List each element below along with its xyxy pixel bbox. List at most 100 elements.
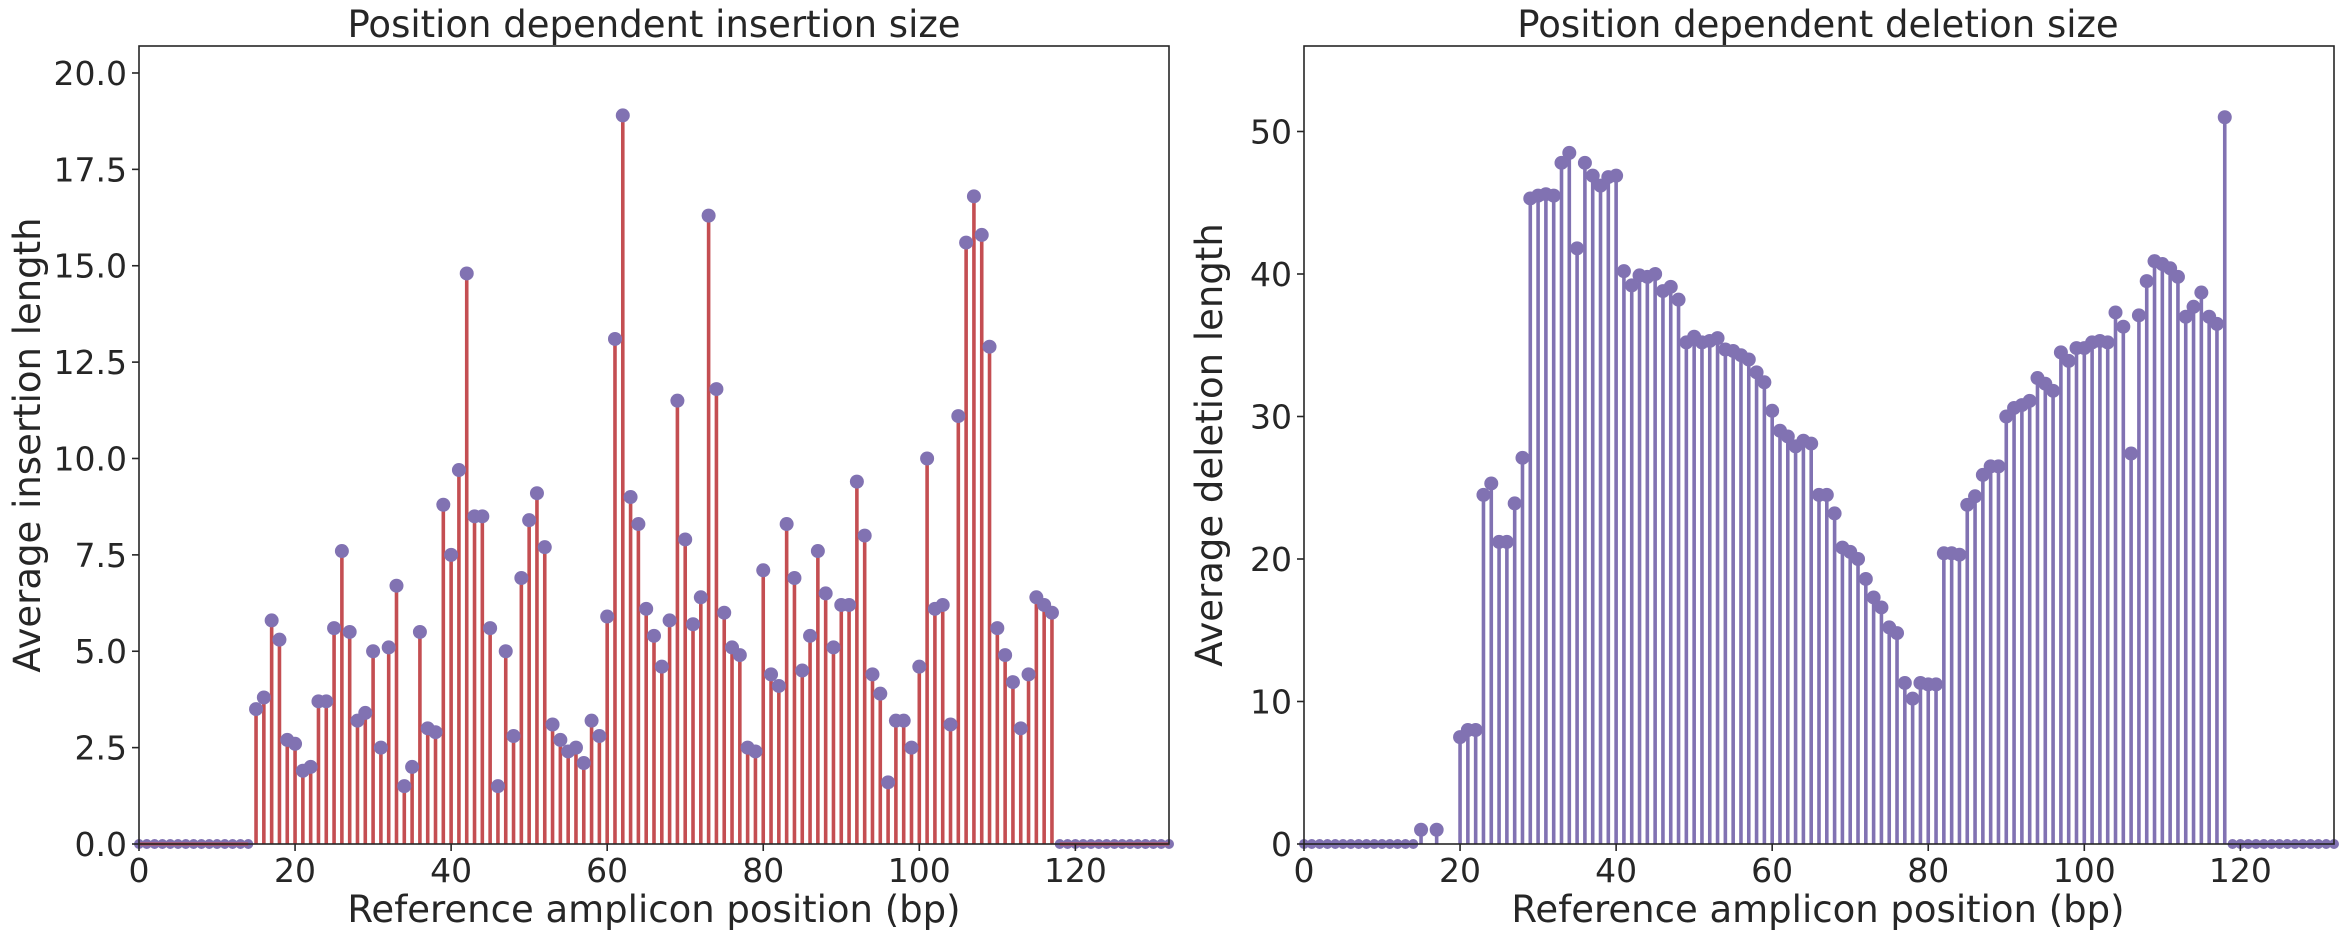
insertion-data-point xyxy=(537,540,552,555)
deletion-data-point xyxy=(2046,383,2061,398)
insertion-data-point xyxy=(966,189,981,204)
deletion-y-axis-label: Average deletion length xyxy=(1188,223,1231,667)
insertion-data-point xyxy=(1044,605,1059,620)
insertion-data-point xyxy=(732,648,747,663)
insertion-data-point xyxy=(381,640,396,655)
deletion-data-point xyxy=(2022,393,2037,408)
deletion-x-tick-label: 40 xyxy=(1595,851,1637,890)
insertion-y-tick-label: 10.0 xyxy=(54,439,127,478)
insertion-data-point xyxy=(303,759,318,774)
insertion-x-axis-label: Reference amplicon position (bp) xyxy=(347,888,960,931)
deletion-data-point xyxy=(2170,269,2185,284)
insertion-data-point xyxy=(358,705,373,720)
insertion-data-point xyxy=(1021,667,1036,682)
insertion-data-point xyxy=(943,717,958,732)
insertion-x-tick-label: 80 xyxy=(742,851,784,890)
deletion-data-point xyxy=(1616,264,1631,279)
insertion-data-point xyxy=(639,601,654,616)
deletion-plot-area: 0 20 40 60 80 100 120 0 10 20 30 40 50 xyxy=(1250,110,2339,890)
insertion-y-tick-label: 2.5 xyxy=(75,729,127,768)
deletion-data-point xyxy=(1554,155,1569,170)
deletion-chart-title: Position dependent deletion size xyxy=(1517,3,2118,46)
deletion-data-point xyxy=(1468,723,1483,737)
deletion-data-point xyxy=(1866,590,1881,605)
deletion-data-point xyxy=(1624,278,1639,293)
insertion-data-point xyxy=(826,640,841,655)
insertion-data-point xyxy=(904,740,919,755)
insertion-data-point xyxy=(615,108,630,123)
insertion-data-point xyxy=(842,597,857,612)
insertion-data-point xyxy=(771,678,786,693)
insertion-data-point xyxy=(529,486,544,501)
insertion-data-point xyxy=(483,621,498,636)
deletion-data-point xyxy=(1741,352,1756,367)
insertion-data-point xyxy=(249,702,264,717)
deletion-y-tick-label: 40 xyxy=(1250,255,1292,294)
deletion-data-point xyxy=(1890,626,1905,641)
insertion-data-point xyxy=(327,621,342,636)
deletion-data-point xyxy=(2131,308,2146,323)
insertion-data-point xyxy=(818,586,833,601)
deletion-data-point xyxy=(1765,403,1780,418)
insertion-y-tick-label: 5.0 xyxy=(75,632,127,671)
insertion-data-point xyxy=(584,713,599,728)
deletion-data-point xyxy=(2124,446,2139,461)
deletion-data-point xyxy=(1710,331,1725,346)
insertion-data-point xyxy=(686,617,701,632)
insertion-data-point xyxy=(779,517,794,532)
insertion-data-point xyxy=(951,409,966,424)
insertion-data-point xyxy=(553,732,568,747)
insertion-data-point xyxy=(623,490,638,505)
insertion-y-tick-label: 0.0 xyxy=(75,825,127,864)
deletion-data-point xyxy=(2209,316,2224,331)
insertion-data-point xyxy=(787,571,802,585)
insertion-data-point xyxy=(592,729,607,744)
insertion-data-point xyxy=(444,547,459,562)
deletion-data-point xyxy=(1585,168,1600,183)
deletion-data-point xyxy=(1874,600,1889,615)
insertion-data-point xyxy=(256,690,271,705)
insertion-data-point xyxy=(748,744,763,759)
insertion-data-point xyxy=(881,775,896,790)
insertion-data-point xyxy=(428,725,443,740)
insertion-x-tick-label: 60 xyxy=(586,851,628,890)
deletion-x-tick-label: 0 xyxy=(1294,851,1315,890)
insertion-plot-area: 0 20 40 60 80 100 120 0.0 2.5 5.0 7.5 10.0 12.5 15.0 1… xyxy=(54,54,1174,890)
deletion-data-point xyxy=(1991,459,2006,474)
deletion-data-point xyxy=(1562,145,1577,160)
deletion-data-point xyxy=(1929,677,1944,692)
insertion-data-point xyxy=(873,686,888,701)
insertion-data-point xyxy=(701,208,716,223)
insertion-data-point xyxy=(1005,675,1020,690)
insertion-data-point xyxy=(959,235,974,250)
insertion-data-point xyxy=(654,659,669,674)
insertion-data-point xyxy=(709,382,724,397)
deletion-data-point xyxy=(1476,487,1491,502)
insertion-data-point xyxy=(795,663,810,678)
deletion-data-point xyxy=(2139,274,2154,289)
deletion-x-tick-label: 60 xyxy=(1751,851,1793,890)
insertion-data-point xyxy=(514,571,529,585)
deletion-data-point xyxy=(1609,168,1624,183)
insertion-data-point xyxy=(670,393,685,408)
deletion-data-point xyxy=(2061,353,2076,368)
insertion-y-axis-label: Average insertion length xyxy=(6,217,49,672)
insertion-data-point xyxy=(576,756,591,771)
insertion-y-tick-label: 20.0 xyxy=(54,54,127,93)
insertion-x-tick-label: 20 xyxy=(274,851,316,890)
insertion-data-point xyxy=(647,628,661,643)
insertion-data-point xyxy=(397,779,412,794)
deletion-data-point xyxy=(2100,335,2115,350)
deletion-data-point xyxy=(1663,279,1678,294)
deletion-data-point xyxy=(1952,547,1967,562)
deletion-data-point xyxy=(1905,691,1920,706)
deletion-data-point xyxy=(1804,436,1819,451)
insertion-data-point xyxy=(264,613,279,628)
deletion-x-tick-label: 20 xyxy=(1439,851,1481,890)
insertion-chart-title: Position dependent insertion size xyxy=(347,3,960,46)
insertion-data-point xyxy=(373,740,388,755)
insertion-y-tick-label: 7.5 xyxy=(75,536,127,575)
insertion-data-point xyxy=(475,509,490,524)
insertion-data-point xyxy=(451,463,466,478)
insertion-chart: Position dependent insertion size 0 20 40 6… xyxy=(6,3,1174,931)
